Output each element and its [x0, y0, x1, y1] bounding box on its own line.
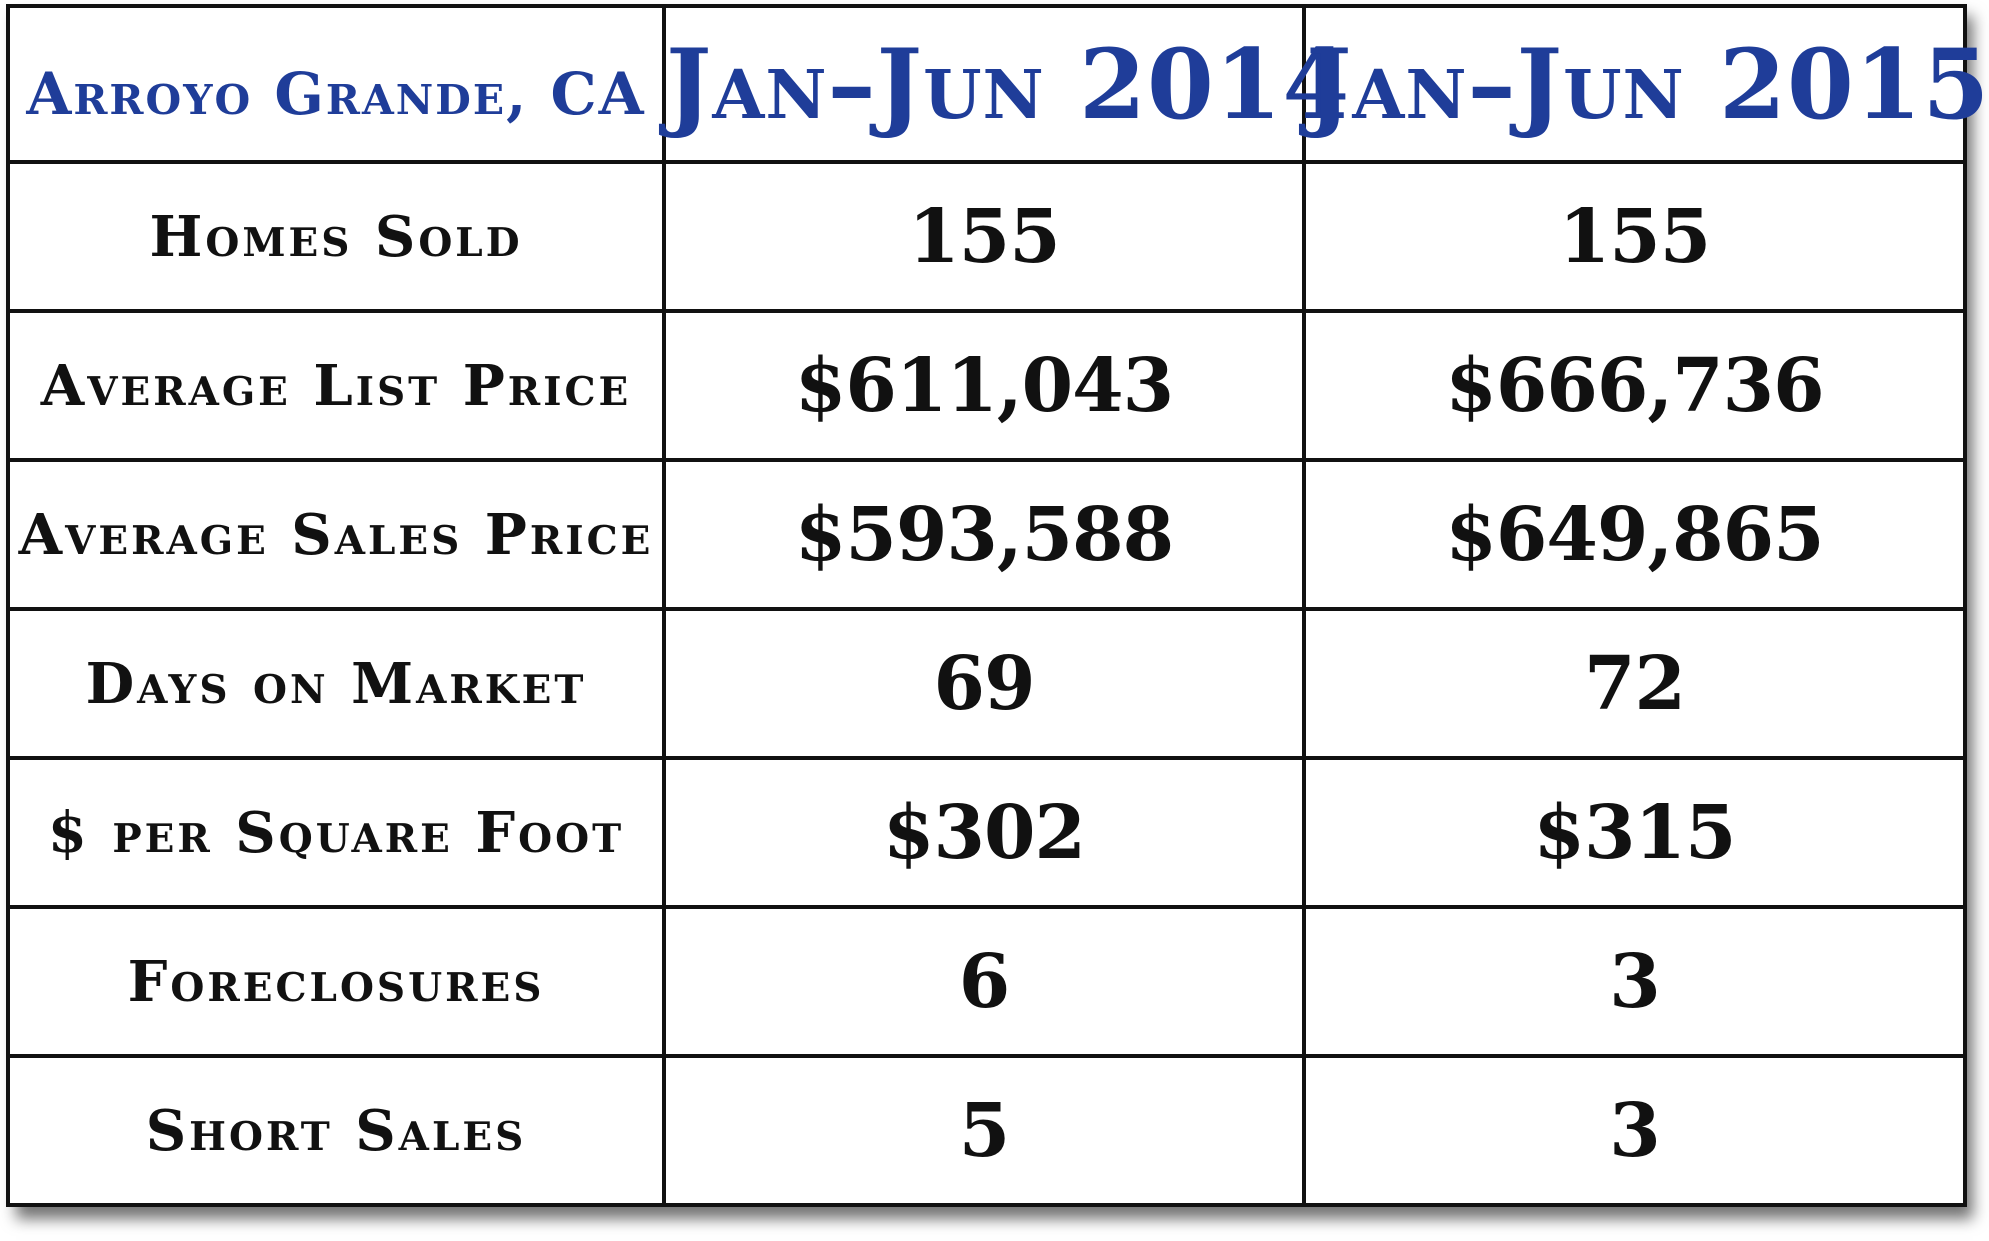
location-header-cell: Arroyo Grande, CA — [6, 4, 666, 164]
metric-label: Average Sales Price — [18, 501, 654, 568]
value-cell: 155 — [1302, 160, 1967, 313]
table-row: Days on Market 69 72 — [6, 607, 1967, 760]
value-cell: 69 — [662, 607, 1306, 760]
market-stats-table: Arroyo Grande, CA Jan–Jun 2014 Jan–Jun 2… — [6, 4, 1989, 1207]
metric-value: 72 — [1584, 640, 1686, 727]
metric-value: $611,043 — [794, 342, 1174, 429]
metric-value: 69 — [933, 640, 1036, 727]
value-cell: 6 — [662, 905, 1306, 1058]
metric-label: Short Sales — [145, 1097, 527, 1164]
column-header: Jan–Jun 2014 — [666, 27, 1351, 141]
market-stats-card: Arroyo Grande, CA Jan–Jun 2014 Jan–Jun 2… — [6, 4, 1989, 1207]
table-row: Short Sales 5 3 — [6, 1054, 1967, 1207]
table-row: Average Sales Price $593,588 $649,865 — [6, 458, 1967, 611]
metric-value: 155 — [908, 193, 1060, 280]
value-cell: 5 — [662, 1054, 1306, 1207]
table-row: $ per Square Foot $302 $315 — [6, 756, 1967, 909]
metric-cell: Foreclosures — [6, 905, 666, 1058]
metric-cell: Average List Price — [6, 309, 666, 462]
metric-value: 3 — [1609, 1087, 1660, 1174]
metric-label: Days on Market — [85, 650, 587, 717]
metric-label: Foreclosures — [127, 948, 545, 1015]
metric-value: 6 — [958, 938, 1010, 1025]
metric-cell: $ per Square Foot — [6, 756, 666, 909]
value-cell: $649,865 — [1302, 458, 1967, 611]
table-row: Homes Sold 155 155 — [6, 160, 1967, 313]
metric-value: 3 — [1609, 938, 1660, 1025]
metric-cell: Homes Sold — [6, 160, 666, 313]
table-header-row: Arroyo Grande, CA Jan–Jun 2014 Jan–Jun 2… — [6, 4, 1989, 164]
value-cell: 72 — [1302, 607, 1967, 760]
metric-value: 155 — [1558, 193, 1711, 280]
metric-value: 5 — [958, 1087, 1010, 1174]
column-header-cell: Jan–Jun 2015 — [1302, 4, 1989, 164]
value-cell: 155 — [662, 160, 1306, 313]
metric-cell: Short Sales — [6, 1054, 666, 1207]
value-cell: 3 — [1302, 905, 1967, 1058]
metric-value: $302 — [883, 789, 1086, 876]
metric-label: Average List Price — [40, 352, 632, 419]
metric-value: $315 — [1533, 789, 1737, 876]
location-label: Arroyo Grande, CA — [26, 60, 646, 128]
metric-value: $666,736 — [1445, 342, 1824, 429]
metric-value: $649,865 — [1445, 491, 1824, 578]
value-cell: $611,043 — [662, 309, 1306, 462]
metric-value: $593,588 — [794, 491, 1174, 578]
column-header: Jan–Jun 2015 — [1306, 27, 1989, 141]
column-header-cell: Jan–Jun 2014 — [662, 4, 1349, 164]
value-cell: 3 — [1302, 1054, 1967, 1207]
metric-label: Homes Sold — [149, 203, 523, 270]
table-row: Foreclosures 6 3 — [6, 905, 1967, 1058]
table-row: Average List Price $611,043 $666,736 — [6, 309, 1967, 462]
value-cell: $302 — [662, 756, 1306, 909]
value-cell: $315 — [1302, 756, 1967, 909]
metric-cell: Average Sales Price — [6, 458, 666, 611]
value-cell: $593,588 — [662, 458, 1306, 611]
value-cell: $666,736 — [1302, 309, 1967, 462]
metric-cell: Days on Market — [6, 607, 666, 760]
metric-label: $ per Square Foot — [47, 799, 625, 866]
